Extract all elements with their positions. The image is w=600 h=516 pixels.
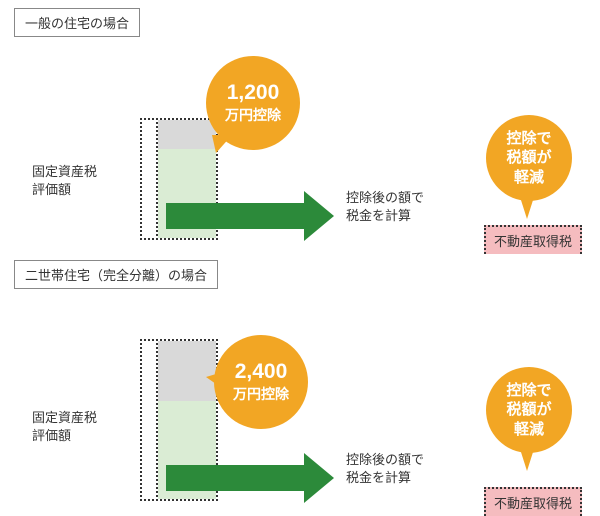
bubble-tail-icon	[212, 135, 232, 153]
tax-box: 不動産取得税	[484, 225, 582, 254]
result-line: 税額が	[506, 148, 551, 168]
section-general: 一般の住宅の場合 固定資産税評価額 1,200 万円控除 控除後の額で税金を計算…	[14, 8, 586, 228]
deduction-unit: 万円控除	[225, 105, 281, 125]
bar-deduction-part	[158, 120, 216, 149]
result-line: 軽減	[514, 420, 544, 440]
deduction-amount: 1,200	[227, 82, 280, 103]
diagram-general: 固定資産税評価額 1,200 万円控除 控除後の額で税金を計算 控除で 税額が …	[14, 43, 586, 248]
arrow	[166, 191, 334, 241]
bracket	[140, 339, 154, 501]
section-nisetai: 二世帯住宅（完全分離）の場合 固定資産税評価額 2,400 万円控除 控除後の額…	[14, 260, 586, 496]
arrow	[166, 453, 334, 503]
deduction-bubble: 2,400 万円控除	[214, 335, 308, 429]
bubble-tail-icon	[520, 449, 534, 471]
result-bubble: 控除で 税額が 軽減	[486, 115, 572, 201]
bubble-tail-icon	[520, 197, 534, 219]
result-line: 控除で	[506, 381, 551, 401]
arrow-caption: 控除後の額で税金を計算	[346, 189, 424, 225]
result-line: 控除で	[506, 129, 551, 149]
result-line: 税額が	[506, 400, 551, 420]
result-line: 軽減	[514, 168, 544, 188]
bracket	[140, 118, 154, 240]
deduction-amount: 2,400	[235, 361, 288, 382]
section-title: 二世帯住宅（完全分離）の場合	[14, 260, 218, 289]
bracket-label: 固定資産税評価額	[32, 409, 97, 445]
tax-box: 不動産取得税	[484, 487, 582, 516]
arrow-shaft	[166, 465, 304, 491]
arrow-head-icon	[304, 453, 334, 503]
section-title: 一般の住宅の場合	[14, 8, 140, 37]
arrow-head-icon	[304, 191, 334, 241]
deduction-unit: 万円控除	[233, 384, 289, 404]
diagram-nisetai: 固定資産税評価額 2,400 万円控除 控除後の額で税金を計算 控除で 税額が …	[14, 295, 586, 510]
arrow-shaft	[166, 203, 304, 229]
result-bubble: 控除で 税額が 軽減	[486, 367, 572, 453]
arrow-caption: 控除後の額で税金を計算	[346, 451, 424, 487]
bubble-tail-icon	[206, 371, 226, 391]
bracket-label: 固定資産税評価額	[32, 163, 97, 199]
